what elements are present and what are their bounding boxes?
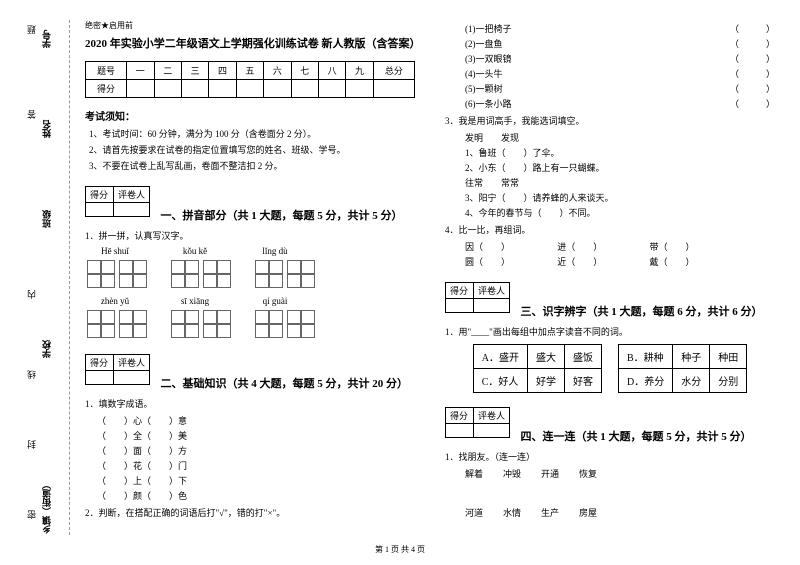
spine-mark: 答 (25, 110, 38, 119)
fill-item: （ ）面（ ）方 (85, 444, 415, 457)
word-opts: 往常 常常 (445, 176, 775, 189)
score-header: 七 (291, 62, 318, 80)
char-grid (171, 310, 199, 338)
spine-label-school: 学校 (40, 340, 53, 358)
judge-item: (6)一条小路（ ） (445, 97, 775, 110)
notice-item: 3、不要在试卷上乱写乱画，卷面不整洁扣 2 分。 (85, 159, 415, 172)
pinyin: kǒu kě (165, 246, 225, 256)
notice-title: 考试须知： (85, 108, 415, 123)
char-grid (203, 310, 231, 338)
q1-text: 1．拼一拼，认真写汉字。 (85, 229, 415, 242)
score-header: 四 (209, 62, 236, 80)
right-column: (1)一把椅子（ ） (2)一盘鱼（ ） (3)一双眼镜（ ） (4)一头牛（ … (430, 20, 790, 535)
char-grid (203, 260, 231, 288)
binding-spine: 学号 题 姓名 答 班级 内 学校 线 封 乡镇（街道） 密 (10, 20, 70, 535)
s2-q4: 4．比一比，再组词。 (445, 223, 775, 236)
judge-item: (1)一把椅子（ ） (445, 22, 775, 35)
pinyin: zhèn yǔ (85, 296, 145, 306)
s2-q3: 3．我是用词高手，我能选词填空。 (445, 114, 775, 127)
score-header: 五 (236, 62, 263, 80)
grader-box: 得分评卷人 (85, 186, 150, 217)
match-row: 解着冲毁开通恢复 (445, 467, 775, 480)
left-column: 绝密★启用前 2020 年实验小学二年级语文上学期强化训练试卷 新人教版（含答案… (70, 20, 430, 535)
fill-item: （ ）心（ ）意 (85, 414, 415, 427)
char-grid (255, 260, 283, 288)
notice-item: 1、考试时间：60 分钟，满分为 100 分（含卷面分 2 分）。 (85, 127, 415, 140)
judge-item: (4)一头牛（ ） (445, 67, 775, 80)
char-grid (119, 310, 147, 338)
score-header: 总分 (373, 62, 414, 80)
s2-q2: 2．判断，在搭配正确的词语后打"√"，错的打"×"。 (85, 506, 415, 519)
exam-title: 2020 年实验小学二年级语文上学期强化训练试卷 新人教版（含答案） (85, 35, 415, 51)
fill-sentence: 1、鲁班（ ）了伞。 (445, 146, 775, 159)
spine-mark: 内 (25, 290, 38, 299)
fill-sentence: 3、阳宁（ ）请养蜂的人来谈天。 (445, 191, 775, 204)
grader-box: 得分评卷人 (445, 282, 510, 313)
s2-q1: 1．填数字成语。 (85, 397, 415, 410)
judge-item: (5)一颗树（ ） (445, 82, 775, 95)
score-table: 题号 一 二 三 四 五 六 七 八 九 总分 得分 (85, 61, 415, 98)
s3-q1: 1．用"____"画出每组中加点字读音不同的词。 (445, 325, 775, 338)
word-opts: 发明 发现 (445, 131, 775, 144)
score-header: 八 (318, 62, 345, 80)
char-grid (287, 260, 315, 288)
grader-box: 得分评卷人 (445, 407, 510, 438)
score-header: 三 (181, 62, 208, 80)
spine-mark: 线 (25, 370, 38, 379)
char-grid (255, 310, 283, 338)
spine-mark: 密 (25, 510, 38, 519)
fill-item: （ ）花（ ）门 (85, 459, 415, 472)
char-grid (87, 310, 115, 338)
judge-item: (2)一盘鱼（ ） (445, 37, 775, 50)
score-header: 题号 (86, 62, 127, 80)
fill-sentence: 4、今年的春节与（ ）不同。 (445, 206, 775, 219)
page-footer: 第 1 页 共 4 页 (0, 540, 800, 559)
compare-row: 因（ ） 进（ ） 带（ ） (445, 240, 775, 253)
notice-item: 2、请首先按要求在试卷的指定位置填写您的姓名、班级、学号。 (85, 143, 415, 156)
char-grid (87, 260, 115, 288)
section4-title: 四、连一连（共 1 大题，每题 5 分，共计 5 分） (521, 431, 752, 443)
section3-title: 三、识字辨字（共 1 大题，每题 6 分，共计 6 分） (521, 306, 763, 318)
score-header: 一 (127, 62, 154, 80)
char-grid (171, 260, 199, 288)
pinyin: Hē shuǐ (85, 246, 145, 256)
section1-title: 一、拼音部分（共 1 大题，每题 5 分，共计 5 分） (161, 210, 403, 222)
section2-title: 二、基础知识（共 4 大题，每题 5 分，共计 20 分） (161, 378, 409, 390)
spine-mark: 封 (25, 440, 38, 449)
score-header: 六 (264, 62, 291, 80)
secret-label: 绝密★启用前 (85, 20, 415, 31)
spine-label-id: 学号 (40, 30, 53, 48)
score-label: 得分 (86, 80, 127, 98)
s4-q1: 1．找朋友。（连一连） (445, 450, 775, 463)
fill-item: （ ）上（ ）下 (85, 474, 415, 487)
score-header: 九 (346, 62, 373, 80)
spine-mark: 题 (25, 25, 38, 34)
char-discrimination-table: A．盛开盛大盛饭 B．耕种种子种田 C．好人好学好客 D．养分水分分别 (473, 344, 747, 393)
fill-item: （ ）全（ ）美 (85, 429, 415, 442)
spine-label-name: 姓名 (40, 120, 53, 138)
score-header: 二 (154, 62, 181, 80)
grader-box: 得分评卷人 (85, 354, 150, 385)
spine-label-class: 班级 (40, 210, 53, 228)
pinyin: qí guài (245, 296, 305, 306)
pinyin: lǐng dù (245, 246, 305, 256)
fill-item: （ ）颜（ ）色 (85, 489, 415, 502)
fill-sentence: 2、小东（ ）路上有一只蝴蝶。 (445, 161, 775, 174)
judge-item: (3)一双眼镜（ ） (445, 52, 775, 65)
spine-label-town: 乡镇（街道） (40, 480, 53, 534)
pinyin: sī xiāng (165, 296, 225, 306)
compare-row: 圆（ ） 近（ ） 戴（ ） (445, 255, 775, 268)
char-grid (119, 260, 147, 288)
match-row: 河道水情生产房屋 (445, 506, 775, 519)
char-grid (287, 310, 315, 338)
